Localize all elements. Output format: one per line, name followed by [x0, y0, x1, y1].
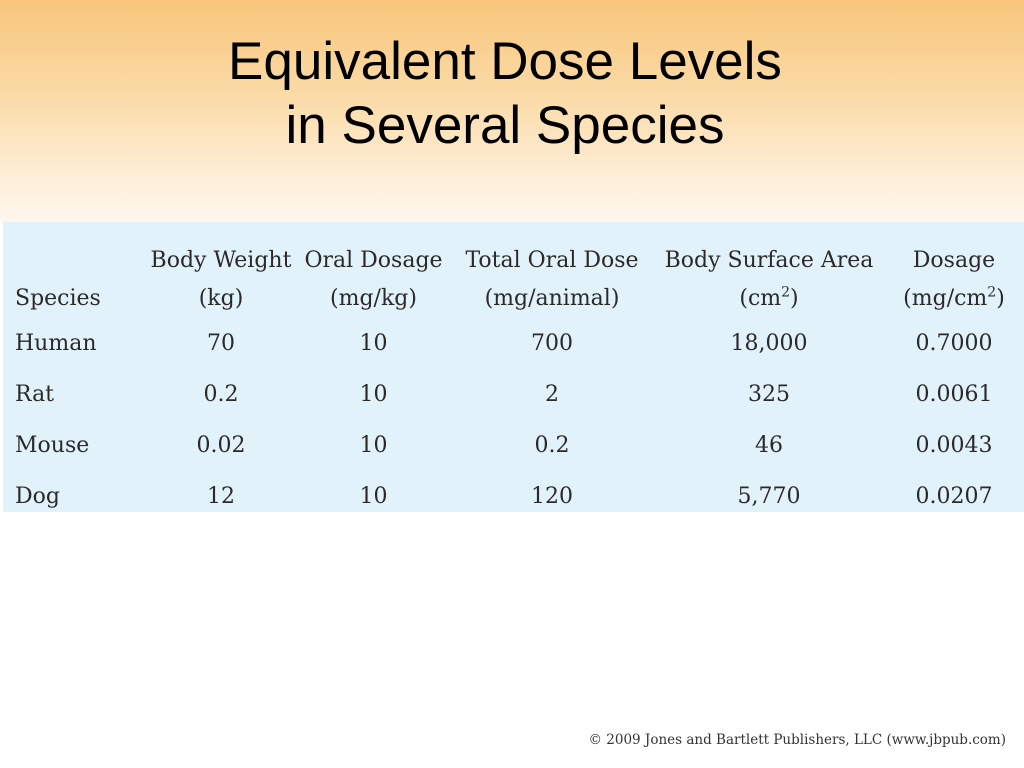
cell-species: Mouse — [15, 433, 90, 458]
cell-oral-dosage: 10 — [359, 484, 388, 509]
header-body-weight: Body Weight (kg) — [145, 232, 297, 318]
bsa-unit-pre: (cm — [739, 286, 782, 311]
cell-oral-dosage: 10 — [359, 433, 388, 458]
header-species: Species — [15, 286, 101, 311]
cell-total-oral-dose: 0.2 — [534, 433, 570, 458]
header-body-surface-area-line-2: (cm2) — [654, 280, 884, 318]
header-body-weight-line-1: Body Weight — [150, 248, 292, 273]
cell-body-surface-area: 325 — [748, 382, 790, 407]
header-dosage-line-2: (mg/cm2) — [884, 280, 1024, 318]
header-body-weight-line-2: (kg) — [198, 286, 244, 311]
table-row: Mouse 0.02 10 0.2 46 0.0043 — [3, 420, 1024, 471]
header-oral-dosage-line-2: (mg/kg) — [330, 286, 417, 311]
cell-body-surface-area: 18,000 — [730, 331, 808, 356]
dose-table-panel: Species Body Weight (kg) Oral Dosage (mg… — [3, 222, 1024, 512]
dosage-unit-sup: 2 — [987, 284, 997, 301]
dosage-unit-post: ) — [996, 286, 1005, 311]
cell-dosage: 0.0207 — [915, 484, 993, 509]
header-dosage-line-1: Dosage — [912, 248, 996, 273]
cell-species: Dog — [15, 484, 60, 509]
title-band: Equivalent Dose Levels in Several Specie… — [0, 0, 1024, 222]
cell-body-weight: 70 — [207, 331, 235, 356]
cell-total-oral-dose: 120 — [531, 484, 573, 509]
cell-species: Human — [15, 331, 97, 356]
table-header-row: Species Body Weight (kg) Oral Dosage (mg… — [3, 232, 1024, 318]
cell-total-oral-dose: 700 — [531, 331, 573, 356]
cell-dosage: 0.7000 — [915, 331, 993, 356]
cell-body-surface-area: 46 — [755, 433, 783, 458]
table-row: Rat 0.2 10 2 325 0.0061 — [3, 369, 1024, 420]
cell-dosage: 0.0043 — [915, 433, 993, 458]
header-total-oral-dose: Total Oral Dose (mg/animal) — [450, 232, 654, 318]
table-row: Dog 12 10 120 5,770 0.0207 — [3, 471, 1024, 522]
dose-table: Species Body Weight (kg) Oral Dosage (mg… — [3, 232, 1024, 522]
header-dosage: Dosage (mg/cm2) — [884, 232, 1024, 318]
cell-body-weight: 12 — [207, 484, 235, 509]
header-body-surface-area: Body Surface Area (cm2) — [654, 232, 884, 318]
header-total-oral-dose-line-1: Total Oral Dose — [465, 248, 639, 273]
header-total-oral-dose-line-2: (mg/animal) — [484, 286, 620, 311]
cell-body-weight: 0.2 — [203, 382, 239, 407]
cell-body-weight: 0.02 — [196, 433, 246, 458]
cell-body-surface-area: 5,770 — [737, 484, 801, 509]
header-body-surface-area-line-1: Body Surface Area — [664, 248, 874, 273]
cell-dosage: 0.0061 — [915, 382, 993, 407]
bsa-unit-post: ) — [790, 286, 799, 311]
copyright-notice: © 2009 Jones and Bartlett Publishers, LL… — [588, 732, 1006, 748]
cell-oral-dosage: 10 — [359, 331, 388, 356]
cell-species: Rat — [15, 382, 55, 407]
slide-title: Equivalent Dose Levels in Several Specie… — [0, 30, 1010, 158]
dosage-unit-pre: (mg/cm — [903, 286, 988, 311]
header-oral-dosage: Oral Dosage (mg/kg) — [297, 232, 450, 318]
slide-title-line-2: in Several Species — [285, 96, 725, 155]
cell-total-oral-dose: 2 — [545, 382, 559, 407]
bsa-unit-sup: 2 — [781, 284, 791, 301]
header-oral-dosage-line-1: Oral Dosage — [304, 248, 443, 273]
slide-title-line-1: Equivalent Dose Levels — [228, 32, 782, 91]
cell-oral-dosage: 10 — [359, 382, 388, 407]
table-row: Human 70 10 700 18,000 0.7000 — [3, 318, 1024, 369]
